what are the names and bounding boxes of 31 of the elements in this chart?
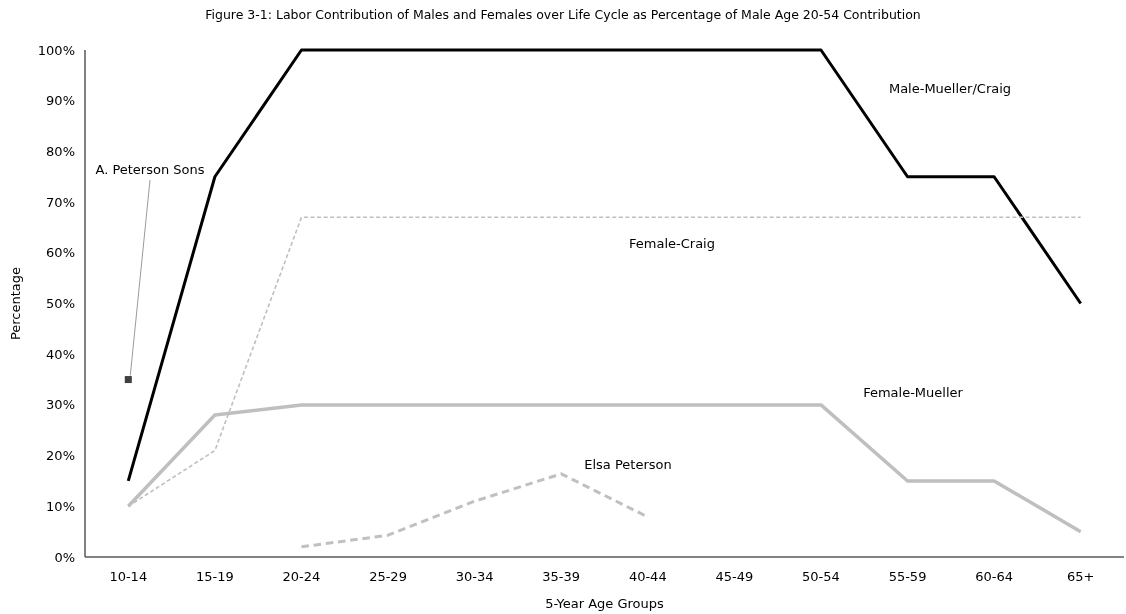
x-tick-label: 55-59	[888, 569, 927, 584]
y-tick-label: 70%	[46, 194, 75, 210]
y-tick-label: 10%	[46, 498, 75, 514]
series-label: Elsa Peterson	[584, 457, 672, 472]
x-tick-label: 10-14	[109, 569, 148, 584]
y-tick-label: 20%	[46, 448, 75, 464]
x-tick-label: 25-29	[369, 569, 407, 584]
y-tick-label: 40%	[46, 346, 75, 362]
text: Male-Mueller/Craig	[888, 81, 1012, 96]
x-tick-label: 20-24	[282, 569, 321, 584]
text: Female-Mueller	[863, 385, 964, 400]
y-tick-label: 80%	[46, 143, 75, 159]
y-tick-label: 30%	[46, 397, 75, 413]
x-tick-label: 65+	[1066, 569, 1095, 584]
series-label: Female-Craig	[629, 236, 715, 251]
x-tick-label: 30-34	[455, 569, 494, 584]
x-tick-label: 45-49	[715, 569, 754, 584]
y-tick-label: 60%	[46, 245, 75, 261]
y-tick-label: 90%	[46, 93, 75, 109]
x-tick-label: 50-54	[802, 569, 840, 584]
y-tick-label: 0%	[54, 549, 75, 565]
text: A. Peterson Sons	[95, 162, 205, 177]
chart-title: Figure 3-1: Labor Contribution of Males and Females over Life Cycle as Percentage of Male Age 20-54 Contribution	[205, 7, 921, 22]
x-tick-label: 40-44	[628, 569, 667, 584]
x-axis-title: 5-Year Age Groups	[545, 596, 665, 611]
x-tick-label: 15-19	[195, 569, 234, 584]
x-tick-label: 35-39	[542, 569, 581, 584]
x-tick-label: 60-64	[975, 569, 1014, 584]
y-tick-label: 50%	[46, 296, 75, 312]
y-tick-label: 100%	[37, 42, 75, 58]
y-axis-title: Percentage	[8, 266, 23, 341]
